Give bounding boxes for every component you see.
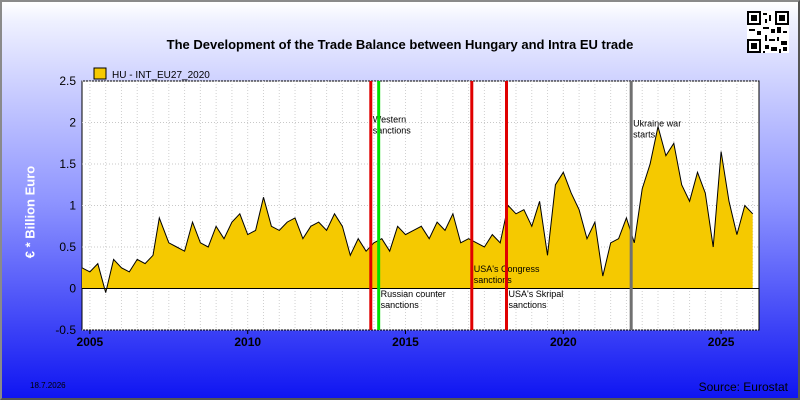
- y-tick-label: 0: [69, 282, 76, 296]
- annotation-label: Western: [373, 115, 406, 125]
- chart-title: The Development of the Trade Balance bet…: [166, 37, 634, 52]
- x-tick-label: 2010: [234, 335, 261, 349]
- annotation-label: Ukraine war: [633, 119, 681, 129]
- annotation-label: USA's Skripal: [509, 289, 564, 299]
- annotation-label: sanctions: [474, 275, 513, 285]
- legend-label: HU - INT_EU27_2020: [112, 70, 210, 81]
- source-note: Source: Eurostat: [698, 380, 788, 394]
- x-tick-label: 2005: [77, 335, 104, 349]
- annotation-label: Russian counter: [381, 289, 446, 299]
- annotation-label: sanctions: [381, 300, 420, 310]
- y-tick-label: 2: [69, 116, 76, 130]
- y-tick-label: -0.5: [55, 323, 76, 337]
- x-tick-label: 2015: [392, 335, 419, 349]
- series-line: [81, 126, 754, 293]
- qr-code-icon: [747, 11, 789, 53]
- annotation-label: sanctions: [509, 300, 548, 310]
- date-stamp: 18.7.2026: [30, 381, 66, 390]
- x-tick-label: 2025: [708, 335, 735, 349]
- y-tick-label: 1: [69, 199, 76, 213]
- y-tick-label: 1.5: [59, 157, 76, 171]
- series-area: [82, 126, 753, 293]
- x-tick-label: 2020: [550, 335, 577, 349]
- y-tick-label: 2.5: [59, 74, 76, 88]
- y-tick-label: 0.5: [59, 240, 76, 254]
- annotation-label: starts: [633, 130, 656, 140]
- legend-swatch: [93, 67, 107, 80]
- annotation-label: sanctions: [373, 126, 412, 136]
